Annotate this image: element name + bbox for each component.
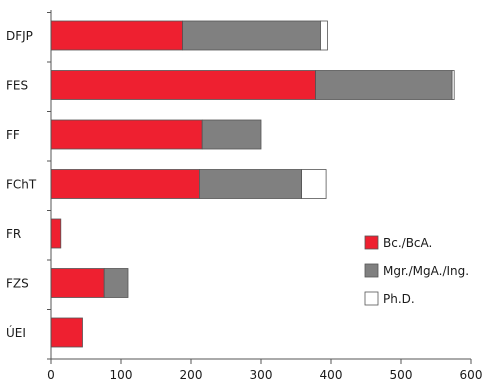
category-labels: DFJP FES FF FChT FR FZS ÚEI bbox=[6, 29, 37, 340]
bar-ff-series-0 bbox=[50, 119, 203, 150]
x-tick-label-3: 300 bbox=[250, 368, 273, 382]
x-tick-label-6: 600 bbox=[460, 368, 483, 382]
bar-fcht-series-0 bbox=[50, 169, 200, 199]
category-label-6: ÚEI bbox=[6, 325, 26, 340]
legend-label-0: Bc./BcA. bbox=[383, 236, 432, 250]
bar-fzs-series-0 bbox=[50, 268, 105, 298]
x-tick-label-1: 100 bbox=[110, 368, 133, 382]
x-axis-ticks: 0 100 200 300 400 500 600 bbox=[47, 12, 483, 382]
category-label-5: FZS bbox=[6, 277, 29, 291]
bar-fzs-series-1 bbox=[103, 268, 129, 298]
category-label-1: FES bbox=[6, 79, 28, 93]
bar-fcht-series-1 bbox=[198, 169, 302, 199]
legend-swatch-2 bbox=[364, 291, 379, 306]
category-label-2: FF bbox=[6, 128, 20, 142]
x-tick-label-5: 500 bbox=[390, 368, 413, 382]
bar-dfjp-series-2 bbox=[320, 20, 328, 51]
legend-swatch-0 bbox=[364, 235, 379, 250]
bar-fes-series-0 bbox=[50, 70, 317, 100]
x-tick-label-0: 0 bbox=[47, 368, 55, 382]
bars-group bbox=[50, 20, 455, 348]
bar-dfjp-series-1 bbox=[182, 20, 321, 51]
bar-ff-series-1 bbox=[201, 119, 262, 150]
category-label-0: DFJP bbox=[6, 29, 33, 43]
bar-fcht-series-2 bbox=[301, 169, 327, 199]
legend: Bc./BcA. Mgr./MgA./Ing. Ph.D. bbox=[364, 235, 469, 306]
bar-dfjp-series-0 bbox=[50, 20, 184, 51]
bar-fes-series-2 bbox=[451, 70, 455, 100]
legend-label-1: Mgr./MgA./Ing. bbox=[383, 264, 469, 278]
bar-fes-series-1 bbox=[315, 70, 453, 100]
legend-swatch-1 bbox=[364, 263, 379, 278]
bar-fr-series-0 bbox=[50, 218, 62, 249]
category-label-4: FR bbox=[6, 227, 21, 241]
category-label-3: FChT bbox=[6, 178, 37, 192]
x-tick-label-2: 200 bbox=[180, 368, 203, 382]
legend-label-2: Ph.D. bbox=[383, 292, 415, 306]
x-tick-label-4: 400 bbox=[320, 368, 343, 382]
bar-úei-series-0 bbox=[50, 317, 83, 348]
